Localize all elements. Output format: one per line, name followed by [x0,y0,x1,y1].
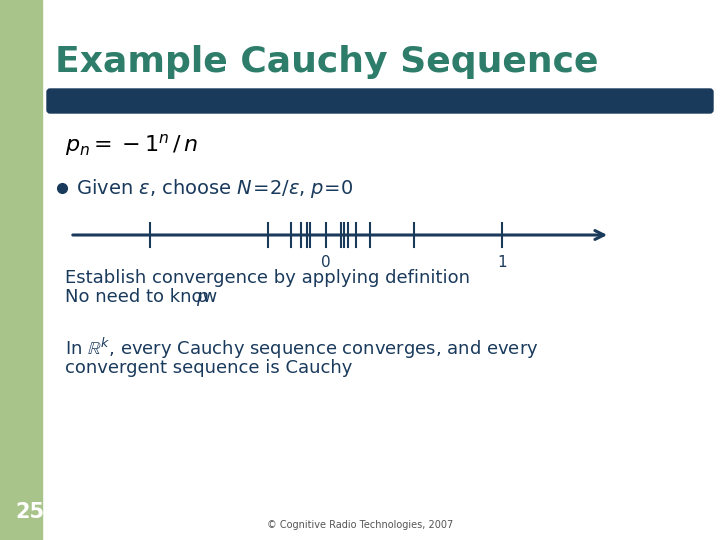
Text: Establish convergence by applying definition: Establish convergence by applying defini… [65,269,470,287]
Text: No need to know: No need to know [65,288,223,306]
Text: © Cognitive Radio Technologies, 2007: © Cognitive Radio Technologies, 2007 [267,520,453,530]
Text: 25: 25 [15,502,44,522]
Text: In $\mathbb{R}^k$, every Cauchy sequence converges, and every: In $\mathbb{R}^k$, every Cauchy sequence… [65,335,539,361]
Text: Given $\mathit{\varepsilon}$, choose $N\!=\!2/\mathit{\varepsilon}$, $p\!=\!0$: Given $\mathit{\varepsilon}$, choose $N\… [76,177,354,199]
Bar [0,0,42,540]
Text: Example Cauchy Sequence: Example Cauchy Sequence [55,45,598,79]
Text: $p_n = -1^n\,/\,n$: $p_n = -1^n\,/\,n$ [65,132,199,158]
FancyBboxPatch shape [47,89,713,113]
Text: 0: 0 [321,255,331,270]
Text: convergent sequence is Cauchy: convergent sequence is Cauchy [65,359,352,377]
Text: 1: 1 [498,255,507,270]
Text: p: p [196,288,207,306]
